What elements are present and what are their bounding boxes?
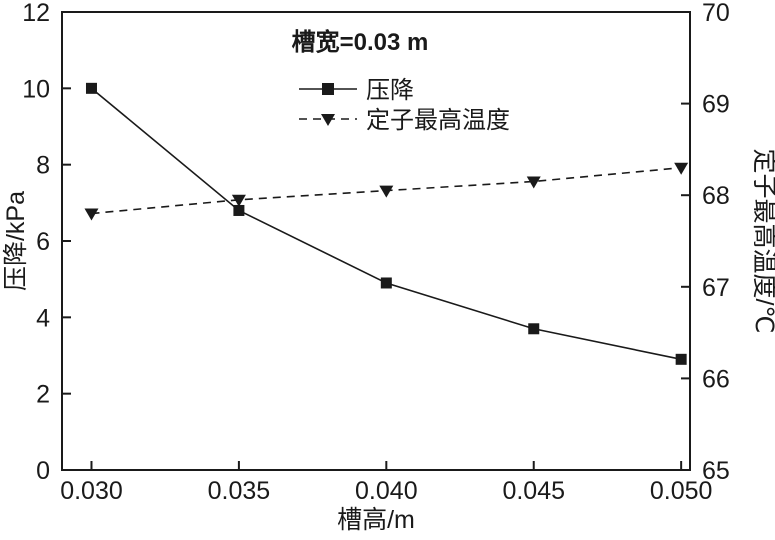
y-right-axis-label: 定子最高温度/℃ (750, 148, 775, 333)
legend-square-marker-icon (322, 83, 334, 95)
x-axis-label: 槽高/m (337, 506, 415, 534)
x-tick-label: 0.035 (208, 477, 271, 505)
y-right-tick-label: 67 (702, 274, 730, 302)
y-left-tick-label: 8 (36, 152, 50, 180)
data-point-marker (675, 353, 687, 365)
x-tick-label: 0.045 (502, 477, 565, 505)
y-right-tick-label: 69 (702, 91, 730, 119)
y-left-tick-label: 12 (22, 0, 50, 27)
data-point-marker (380, 277, 392, 289)
data-point-marker (526, 176, 541, 189)
data-point-marker (84, 208, 99, 221)
data-point-marker (85, 82, 97, 94)
y-right-tick-label: 70 (702, 0, 730, 27)
y-left-tick-label: 4 (36, 304, 50, 332)
data-point-marker (379, 185, 394, 198)
y-left-tick-label: 10 (22, 75, 50, 103)
legend: 压降 定子最高温度 (299, 77, 510, 134)
y-right-tick-label: 66 (702, 365, 730, 393)
y-right-tick-label: 65 (702, 457, 730, 485)
y-right-tick-label: 68 (702, 182, 730, 210)
legend-triangle-marker-icon (321, 114, 335, 126)
y-left-tick-label: 6 (36, 228, 50, 256)
y-left-tick-label: 0 (36, 457, 50, 485)
x-tick-label: 0.040 (355, 477, 418, 505)
data-point-marker (233, 204, 245, 216)
data-point-marker (674, 162, 689, 175)
legend-item-temperature: 定子最高温度 (299, 107, 510, 134)
x-tick-label: 0.030 (60, 477, 123, 505)
legend-item-pressure: 压降 (299, 77, 414, 104)
data-point-marker (528, 323, 540, 335)
y-left-tick-label: 2 (36, 381, 50, 409)
y-left-axis-label: 压降/kPa (2, 191, 30, 291)
annotation-slot-width: 槽宽=0.03 m (292, 28, 429, 56)
plot-area: 0.030 0.035 0.040 0.045 0.050024681012656667… (22, 0, 730, 505)
legend-label-pressure: 压降 (366, 77, 414, 104)
x-tick-label: 0.050 (650, 477, 713, 505)
legend-label-temperature: 定子最高温度 (366, 107, 510, 134)
data-point-marker (231, 194, 246, 207)
